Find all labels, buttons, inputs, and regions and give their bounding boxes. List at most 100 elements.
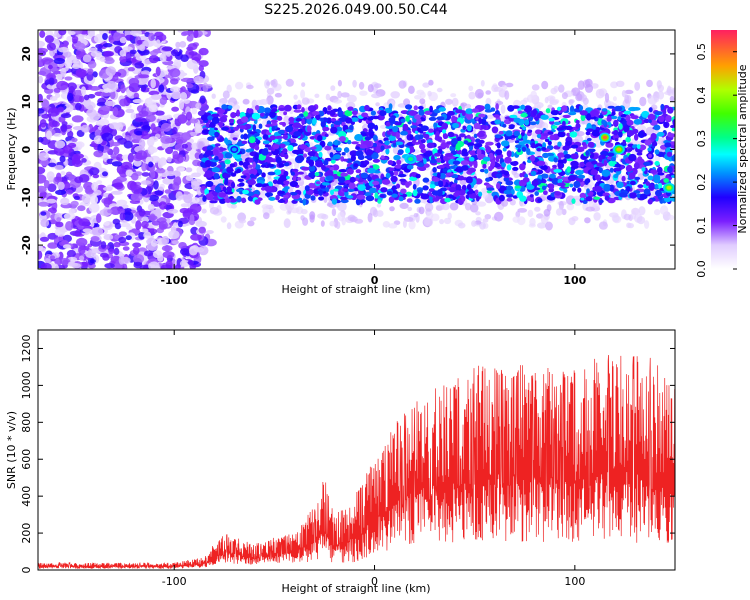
signal-cell — [318, 196, 325, 201]
signal-cell — [330, 126, 338, 134]
signal-cell — [214, 156, 219, 161]
noise-cell — [41, 113, 50, 119]
noise-cell — [172, 62, 182, 69]
signal-cell — [230, 181, 236, 189]
noise-cell — [57, 106, 64, 113]
signal-cell — [606, 152, 615, 157]
halo-cell — [202, 82, 209, 93]
signal-cell — [201, 129, 211, 135]
signal-cell — [324, 145, 332, 151]
signal-cell — [657, 166, 663, 174]
noise-cell — [38, 244, 43, 251]
signal-cell — [282, 122, 286, 127]
signal-cell — [485, 146, 492, 153]
signal-cell — [211, 167, 220, 173]
noise-cell — [205, 230, 214, 234]
halo-cell — [485, 90, 492, 95]
signal-cell — [561, 125, 568, 130]
halo-cell — [471, 220, 477, 227]
signal-cell — [221, 126, 229, 131]
noise-cell — [143, 124, 151, 133]
signal-cell — [480, 118, 487, 125]
halo-cell — [611, 214, 620, 223]
signal-cell — [209, 200, 218, 204]
noise-cell — [38, 70, 47, 76]
peak-mark — [231, 147, 237, 152]
halo-cell — [373, 83, 382, 89]
signal-cell — [503, 176, 510, 182]
signal-cell — [400, 130, 408, 136]
signal-cell — [282, 148, 288, 154]
halo-cell — [263, 212, 270, 220]
signal-cell — [388, 103, 393, 110]
signal-cell — [204, 150, 214, 156]
signal-cell — [465, 108, 474, 115]
noise-cell — [87, 60, 97, 69]
halo-cell — [209, 207, 220, 215]
signal-cell — [586, 113, 592, 121]
signal-cell — [474, 178, 483, 185]
signal-cell — [580, 161, 585, 168]
bottom-x-axis-label: Height of straight line (km) — [281, 582, 430, 595]
signal-cell — [409, 134, 414, 141]
signal-cell — [529, 194, 534, 198]
signal-cell — [357, 154, 365, 160]
noise-cell — [131, 172, 139, 181]
halo-cell — [226, 84, 232, 94]
signal-cell — [622, 139, 627, 144]
halo-cell — [577, 80, 585, 90]
signal-cell — [293, 131, 302, 137]
signal-cell — [643, 161, 651, 166]
noise-cell — [153, 180, 159, 190]
signal-cell — [333, 120, 342, 125]
signal-cell — [632, 107, 641, 111]
signal-cell — [613, 174, 619, 179]
signal-cell — [412, 183, 417, 190]
noise-cell — [162, 177, 174, 185]
signal-cell — [204, 160, 212, 168]
noise-cell — [148, 104, 159, 113]
halo-cell — [621, 90, 627, 98]
noise-cell — [82, 228, 93, 233]
noise-cell — [160, 135, 172, 144]
halo-cell — [439, 219, 445, 225]
signal-cell — [419, 143, 426, 150]
signal-cell — [258, 123, 263, 129]
noise-cell — [110, 206, 122, 215]
noise-cell — [65, 171, 73, 178]
signal-cell — [628, 148, 633, 152]
signal-cell — [465, 112, 474, 120]
noise-cell — [38, 152, 49, 161]
noise-cell — [102, 33, 108, 40]
signal-cell — [548, 183, 555, 190]
signal-cell — [526, 183, 535, 190]
signal-cell — [271, 126, 276, 132]
noise-cell — [118, 231, 127, 237]
signal-cell — [491, 126, 499, 134]
signal-cell — [237, 178, 244, 182]
noise-cell — [48, 77, 55, 86]
noise-cell — [64, 59, 73, 68]
signal-cell — [278, 163, 285, 168]
halo-cell — [402, 219, 407, 228]
noise-cell — [194, 124, 202, 134]
noise-cell — [158, 201, 167, 210]
signal-cell — [260, 112, 265, 117]
halo-cell — [469, 203, 479, 213]
halo-cell — [341, 216, 347, 226]
signal-cell — [308, 165, 316, 172]
signal-cell — [297, 171, 305, 175]
halo-cell — [561, 208, 567, 216]
noise-cell — [75, 42, 86, 51]
signal-cell — [520, 104, 526, 110]
signal-cell — [512, 195, 519, 199]
noise-cell — [83, 197, 91, 207]
signal-cell — [648, 183, 655, 191]
signal-cell — [264, 112, 270, 117]
noise-cell — [131, 185, 143, 195]
noise-cell — [119, 168, 129, 178]
signal-cell — [603, 183, 611, 191]
signal-cell — [243, 173, 251, 180]
halo-cell — [566, 203, 575, 211]
signal-cell — [593, 196, 601, 200]
